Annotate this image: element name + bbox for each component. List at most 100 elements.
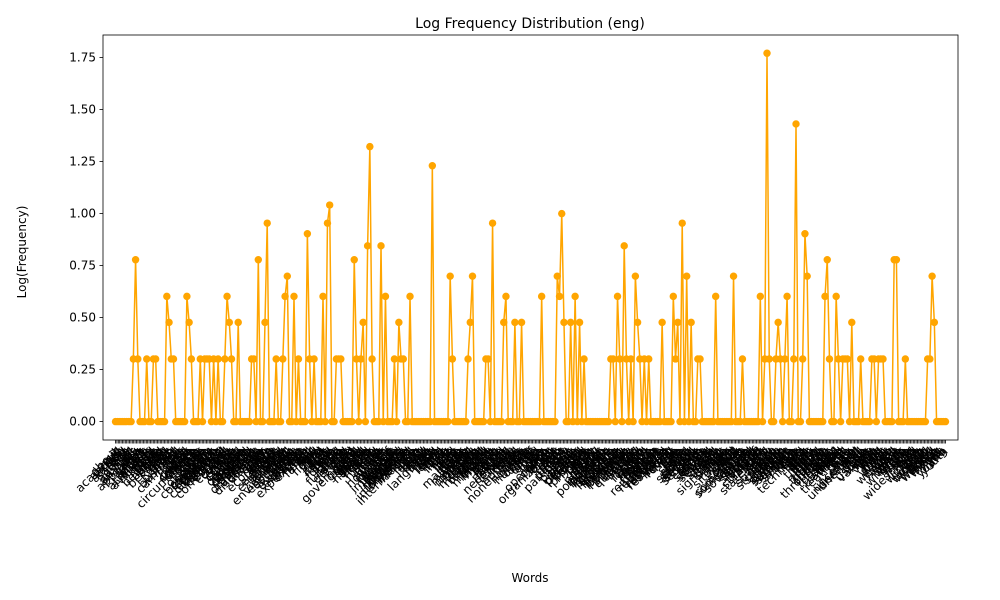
y-tick-label: 1.25 [69,155,96,169]
data-point [279,355,287,363]
data-point [729,272,738,280]
y-tick-label: 1.75 [69,51,96,65]
y-axis-label: Log(Frequency) [15,206,29,299]
series-line-group [111,49,950,426]
data-point [127,417,135,426]
data-point [500,318,508,327]
data-point [551,417,559,426]
data-point [830,417,838,426]
data-point [669,292,677,301]
data-point [321,417,329,426]
data-point [671,355,680,363]
data-point [941,417,950,426]
data-point [696,355,704,363]
y-tick-label: 0.75 [69,259,96,273]
data-point [926,355,934,363]
data-point [272,355,280,363]
data-point [674,318,682,327]
data-point [781,355,789,363]
data-point [488,219,497,227]
data-point [553,272,561,280]
data-point [363,242,372,250]
data-point [778,417,787,426]
data-point [468,272,477,280]
data-point [711,292,720,301]
data-point [357,355,365,363]
data-point [259,417,267,426]
data-point [560,318,568,327]
data-point [823,256,831,264]
data-point [361,417,370,426]
data-point [901,355,910,363]
x-axis: aaboutacademicaccordactactionactivityadd… [73,440,951,511]
data-point [187,355,196,363]
data-point [787,417,796,426]
data-point [392,417,401,426]
data-point [310,355,318,363]
data-point [497,417,506,426]
data-point [169,355,178,363]
data-point [616,355,624,363]
data-point [377,242,385,250]
data-point [227,355,236,363]
x-axis-label: Words [511,571,548,585]
data-point [928,272,936,280]
data-point [462,417,470,426]
data-point [843,355,852,363]
data-point [765,355,773,363]
data-point [865,417,874,426]
data-point [221,355,229,363]
data-point [180,417,189,426]
data-point [381,292,390,301]
data-point [627,355,635,363]
chart-title: Log Frequency Distribution (eng) [415,16,645,32]
y-tick-label: 0.00 [69,415,96,429]
data-point [691,417,700,426]
data-point [165,318,173,327]
data-point [799,355,807,363]
data-point [763,49,771,57]
data-point [537,292,546,301]
data-point [796,417,805,426]
data-point [819,417,827,426]
data-point [134,355,142,363]
data-point [571,292,579,301]
data-point [250,355,258,363]
data-point [466,318,474,327]
data-point [276,417,285,426]
data-point [147,417,155,426]
data-point [198,417,207,426]
data-point [758,417,767,426]
data-point [629,417,637,426]
data-point [566,318,575,327]
data-point [611,417,619,426]
data-point [263,219,271,227]
data-point [857,355,865,363]
data-point [888,417,896,426]
data-point [555,292,564,301]
data-point [151,355,160,363]
data-point [783,292,791,301]
plot-area [102,34,959,441]
data-point [390,355,399,363]
data-point [879,355,887,363]
data-point [319,292,327,301]
data-point [502,292,510,301]
data-point [183,292,191,301]
data-point [225,318,233,327]
data-point [446,272,454,280]
data-point [399,355,408,363]
data-point [131,256,140,264]
data-point [756,292,765,301]
data-point [366,142,374,151]
data-point [678,219,686,227]
data-point [323,219,332,227]
data-point [479,417,488,426]
data-point [303,230,312,238]
data-point [281,292,289,301]
data-point [738,355,747,363]
data-point [484,355,492,363]
data-point [832,292,840,301]
